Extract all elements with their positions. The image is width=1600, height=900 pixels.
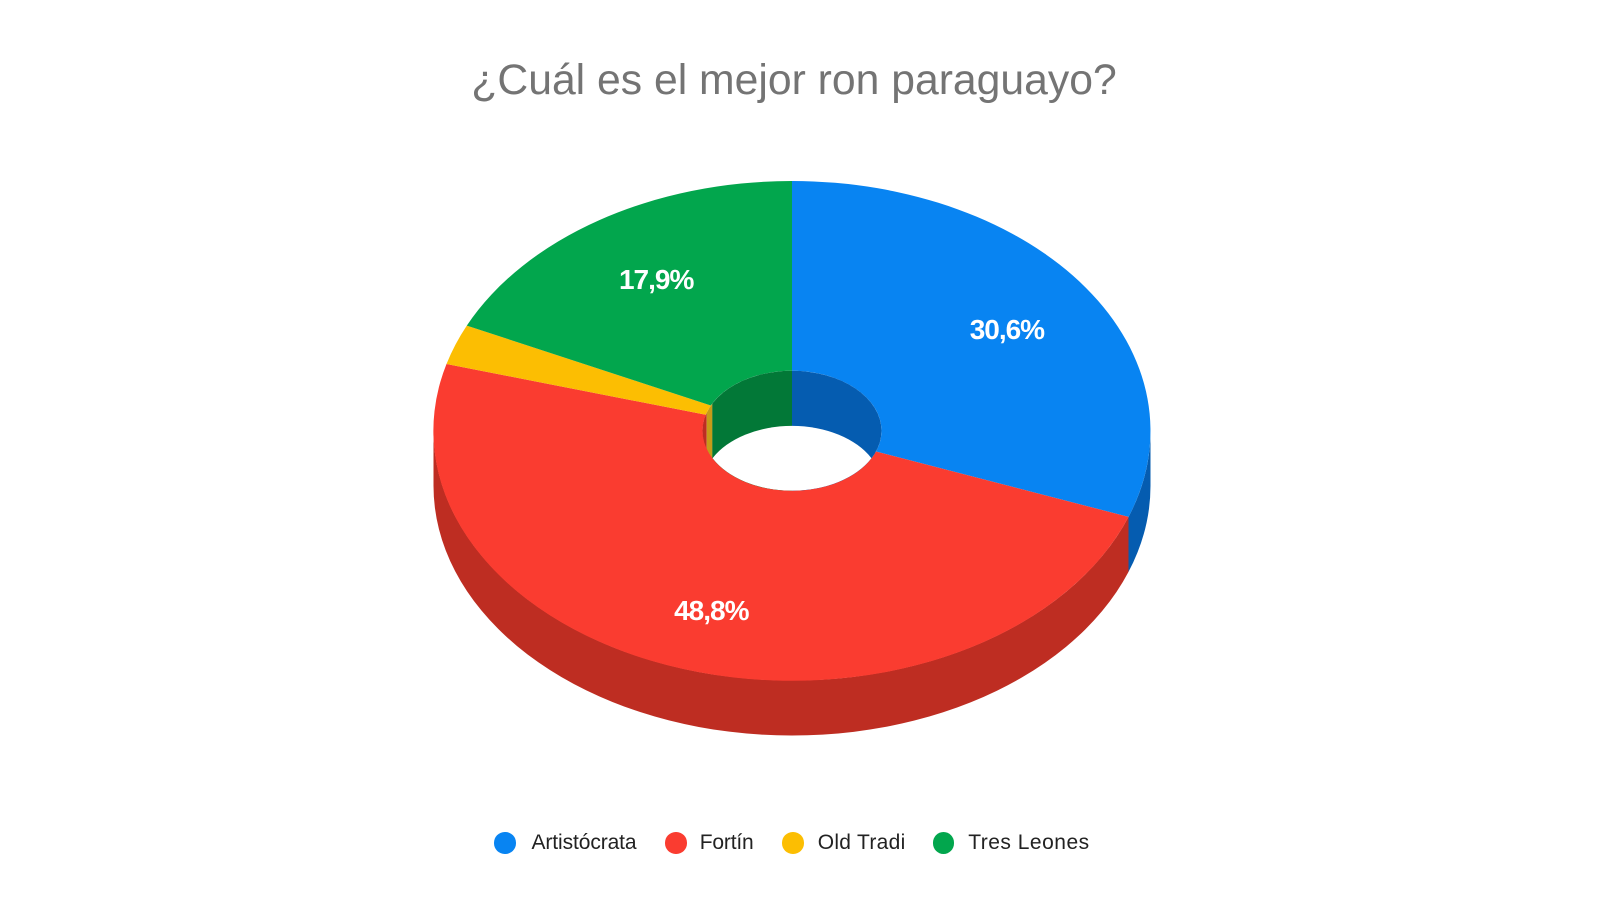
svg-text:30,6%: 30,6% bbox=[970, 314, 1045, 345]
svg-text:17,9%: 17,9% bbox=[619, 264, 694, 295]
svg-text:48,8%: 48,8% bbox=[674, 595, 749, 626]
